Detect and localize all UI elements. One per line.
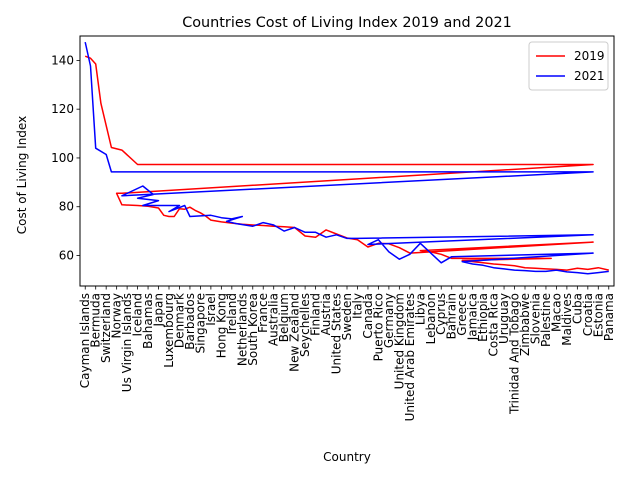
y-tick-label: 100 [51,151,74,165]
x-tick-label: Puerto Rico [371,293,385,361]
x-tick-label: Germany [382,293,396,348]
x-tick-label: Bermuda [89,293,103,348]
x-tick-label: Singapore [193,293,207,354]
x-tick-label: France [256,293,270,333]
x-tick-label: Jamaica [466,293,480,341]
x-tick-label: Luxembourg [162,293,176,368]
x-tick-label: Panama [602,293,616,341]
x-tick-label: Palestine [539,293,553,347]
x-tick-label: Iceland [131,293,145,336]
x-tick-label: Norway [110,293,124,339]
x-tick-label: Italy [351,293,365,319]
y-tick-label: 120 [51,102,74,116]
x-tick-label: Japan [152,293,166,327]
y-tick-label: 140 [51,53,74,67]
x-tick-label: United Kingdom [392,293,406,389]
x-tick-label: Estonia [591,293,605,337]
legend-label-2021: 2021 [574,69,605,83]
y-axis-label: Cost of Living Index [15,116,29,234]
x-tick-label: Bahrain [445,293,459,339]
x-tick-label: Finland [309,293,323,336]
x-axis-label: Country [323,450,371,464]
x-tick-label: Barbados [183,293,197,350]
x-tick-label: Costa Rica [487,293,501,356]
x-tick-label: Cuba [570,293,584,324]
x-tick-label: Cyprus [434,293,448,335]
plot-lines [84,41,609,275]
x-tick-label: Switzerland [99,293,113,363]
y-axis: 60 80 100 120 140 [51,53,80,263]
x-tick-label: Australia [267,293,281,346]
x-tick-label: Greece [455,293,469,336]
x-tick-label: Ireland [225,293,239,335]
x-tick-label: Austria [319,293,333,335]
x-axis: Cayman IslandsBermudaSwitzerlandNorwayUs… [78,286,616,421]
x-tick-label: Israel [204,293,218,326]
legend-label-2019: 2019 [574,49,605,63]
y-tick-label: 80 [59,200,74,214]
plot-frame [79,35,615,287]
legend-box [528,41,609,91]
x-tick-label: Sweden [340,293,354,340]
x-tick-label: Seychelles [298,293,312,357]
x-tick-label: Netherlands [235,293,249,366]
x-tick-label: Libya [413,293,427,325]
chart-title: Countries Cost of Living Index 2019 and … [182,15,512,31]
x-tick-label: Canada [361,293,375,339]
x-tick-label: Hong Kong [214,293,228,358]
x-tick-label: Maldives [560,293,574,346]
x-tick-label: Uruguay [497,293,511,344]
x-tick-label: Trinidad And Tobago [508,293,522,415]
legend: 2019 2021 [528,41,609,91]
x-tick-label: Croatia [581,293,595,336]
x-tick-label: Macao [549,293,563,332]
x-tick-label: New Zealand [288,293,302,372]
x-tick-label: Lebanon [424,293,438,344]
series-line-2021 [84,41,609,275]
x-tick-label: Slovenia [529,293,543,344]
x-tick-label: Zimbabwe [518,293,532,356]
x-tick-label: Denmark [173,293,187,348]
x-tick-label: Us Virgin Islands [120,293,134,392]
x-tick-label: United States [330,293,344,374]
series-line-2019 [84,55,609,271]
x-tick-label: United Arab Emirates [403,293,417,421]
x-tick-label: South Korea [246,293,260,366]
x-tick-label: Bahamas [141,293,155,349]
x-tick-label: Belgium [277,293,291,342]
x-tick-label: Cayman Islands [78,293,92,388]
x-tick-label: Ethiopia [476,293,490,342]
y-tick-label: 60 [59,249,74,263]
